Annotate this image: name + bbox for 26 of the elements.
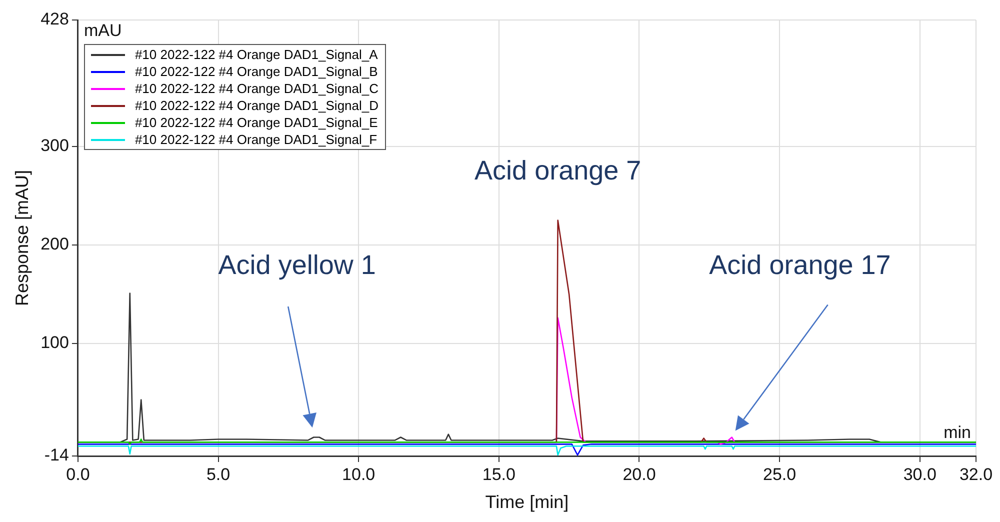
annotation: mAU <box>84 21 122 40</box>
y-tick-label: 300 <box>40 136 69 155</box>
x-axis-title: Time [min] <box>485 492 569 512</box>
y-axis-title: Response [mAU] <box>12 170 32 306</box>
annotation: Acid yellow 1 <box>218 250 376 280</box>
annotation: min <box>944 423 971 442</box>
x-tick-label: 0.0 <box>66 464 90 484</box>
x-tick-label: 32.0 <box>959 464 993 484</box>
legend-label: #10 2022-122 #4 Orange DAD1_Signal_B <box>134 63 378 80</box>
legend-label: #10 2022-122 #4 Orange DAD1_Signal_E <box>134 114 378 131</box>
x-tick-label: 20.0 <box>622 464 656 484</box>
x-tick-label: 10.0 <box>342 464 376 484</box>
x-tick-label: 30.0 <box>903 464 936 484</box>
legend-label: #10 2022-122 #4 Orange DAD1_Signal_A <box>134 46 378 63</box>
y-tick-label: 100 <box>40 333 69 352</box>
legend-label: #10 2022-122 #4 Orange DAD1_Signal_F <box>134 131 378 148</box>
annotation: Acid orange 17 <box>709 250 891 280</box>
y-tick-label: -14 <box>44 446 69 465</box>
annotation: Acid orange 7 <box>474 156 642 186</box>
y-tick-label: 200 <box>40 234 69 254</box>
x-tick-label: 5.0 <box>206 464 230 484</box>
x-tick-label: 15.0 <box>482 464 516 484</box>
legend-label: #10 2022-122 #4 Orange DAD1_Signal_C <box>134 80 379 97</box>
y-tick-label: 428 <box>40 10 69 29</box>
legend-label: #10 2022-122 #4 Orange DAD1_Signal_D <box>134 97 379 114</box>
x-tick-label: 25.0 <box>763 464 796 484</box>
